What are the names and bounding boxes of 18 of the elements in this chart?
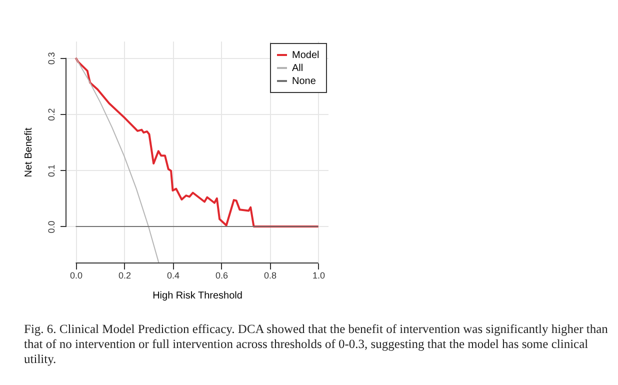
- x-tick-label: 1.0: [312, 270, 326, 280]
- line-series: [74, 56, 320, 228]
- x-axis-title: High Risk Threshold: [152, 290, 242, 302]
- legend-label: All: [292, 63, 304, 74]
- y-tick-label: 0.3: [46, 52, 56, 65]
- x-tick-label: 0.8: [264, 270, 277, 280]
- y-tick-label: 0.0: [46, 220, 56, 234]
- caption: Fig. 6. Clinical Model Prediction efficacy. DCA showed that the benefit of intervention was significantly higher than that of no intervention or full intervention across thresholds of 0-0.3, suggesting that the model has some clinical utility.: [24, 322, 609, 367]
- y-tick-label: 0.2: [46, 108, 56, 121]
- legend-label: Model: [292, 50, 320, 61]
- x-tick-label: 0.6: [216, 270, 228, 280]
- x-tick-label: 0.4: [166, 270, 180, 280]
- x-tick-label: 0.2: [118, 270, 131, 280]
- x-tick-label: 0.0: [70, 270, 82, 280]
- line-series: [75, 57, 160, 263]
- y-tick-label: 0.1: [46, 164, 56, 178]
- legend-label: None: [292, 76, 316, 87]
- y-axis-title: Net Benefit: [24, 128, 34, 178]
